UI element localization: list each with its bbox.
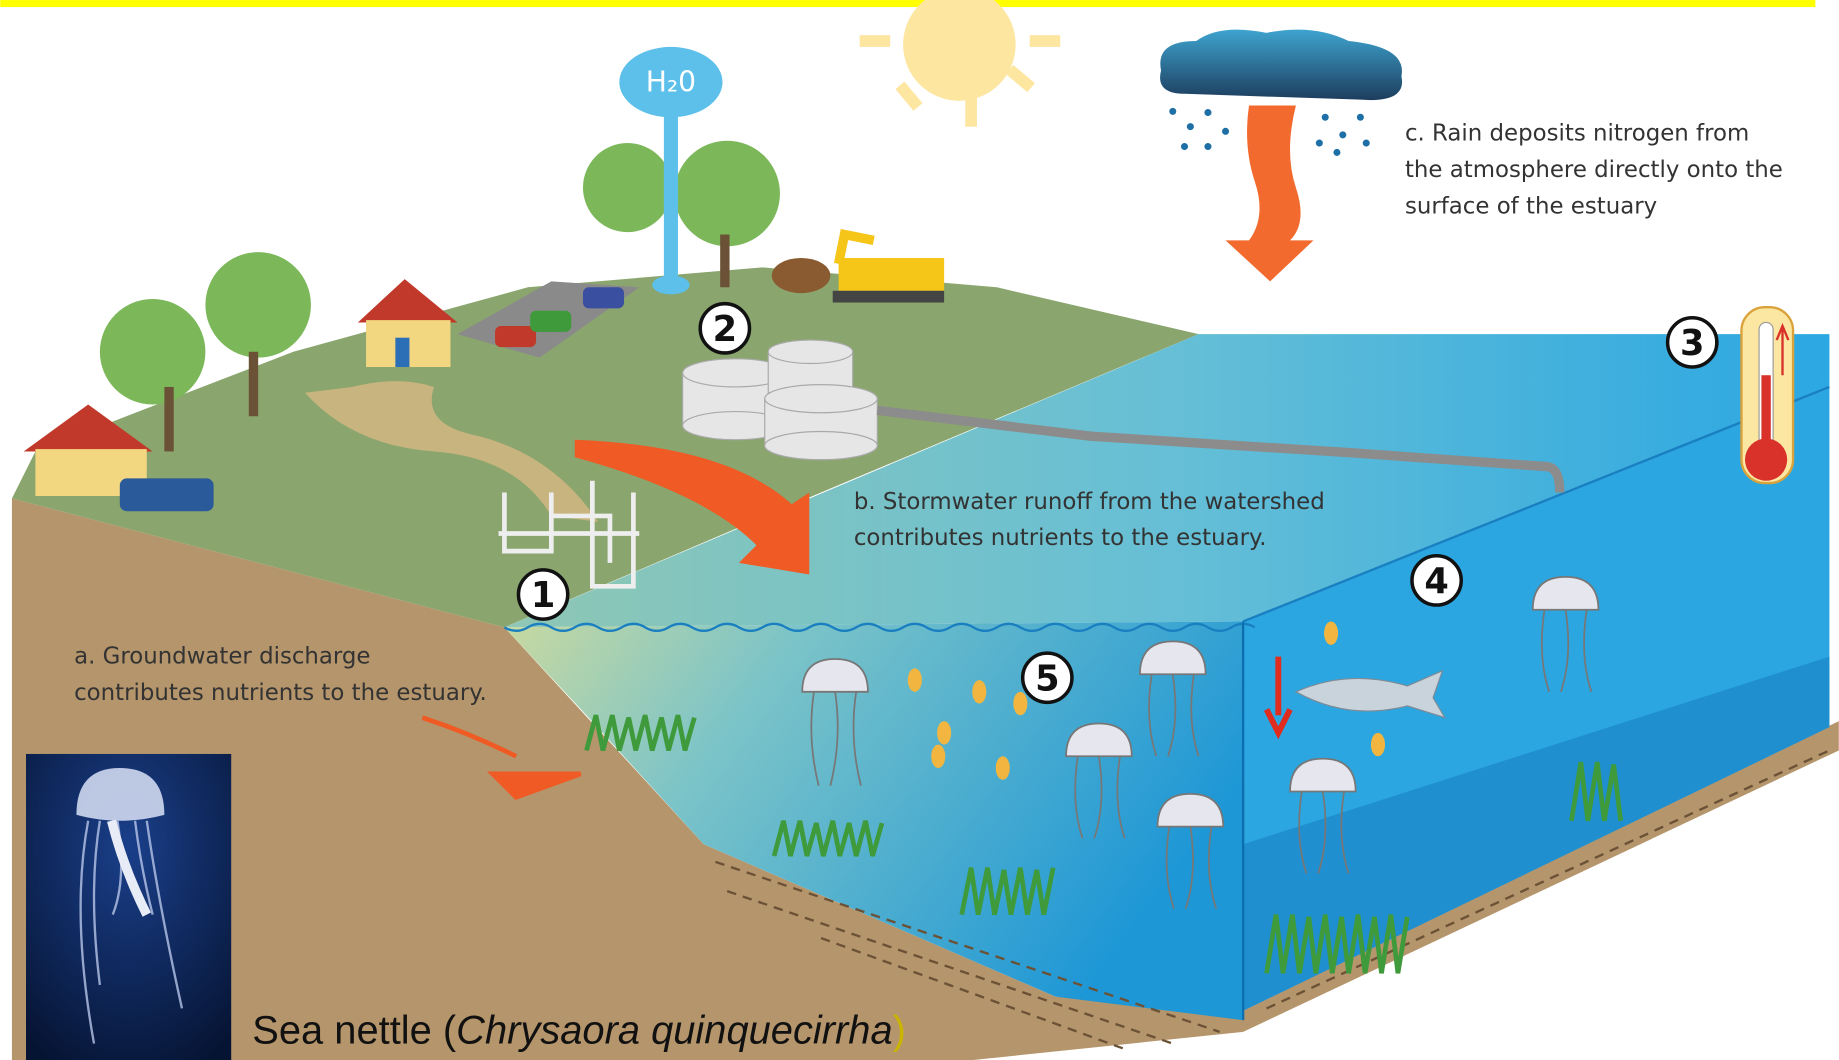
- marker: 5: [1023, 653, 1072, 702]
- marker-label: 4: [1424, 561, 1448, 602]
- marker: 3: [1668, 318, 1717, 367]
- marker: 4: [1412, 556, 1461, 605]
- sun: [860, 0, 1061, 127]
- caption-text: Sea nettle (: [252, 1009, 457, 1053]
- rain-cloud: [1160, 30, 1402, 282]
- annotation-line: contributes nutrients to the estuary.: [854, 525, 1267, 551]
- estuary-diagram: H₂0 a. Groundwater discharge contributes…: [0, 0, 1839, 1060]
- marker-label: 2: [713, 309, 737, 350]
- annotation-line: c. Rain deposits nitrogen from: [1405, 121, 1749, 147]
- marker: 2: [700, 304, 749, 353]
- annotation-line: surface of the estuary: [1405, 193, 1657, 219]
- thermometer: [1741, 307, 1793, 483]
- excavator: [772, 235, 944, 303]
- annotation-line: contributes nutrients to the estuary.: [74, 680, 487, 706]
- top-bar: [0, 0, 1815, 7]
- caption-species: Chrysaora quinquecirrha: [456, 1009, 892, 1053]
- annotation-line: b. Stormwater runoff from the watershed: [854, 489, 1325, 515]
- water-tower-label: H₂0: [646, 65, 696, 98]
- annotation-line: a. Groundwater discharge: [74, 644, 370, 670]
- caption-text: ): [893, 1009, 906, 1053]
- page: {"water_tower": "H₂0", "annotations": [ …: [0, 0, 1839, 1060]
- marker-label: 5: [1035, 658, 1059, 699]
- marker-label: 1: [531, 575, 555, 616]
- sea-nettle-photo: [26, 754, 231, 1060]
- caption: Sea nettle (Chrysaora quinquecirrha): [252, 1009, 906, 1053]
- marker: 1: [518, 570, 567, 619]
- marker-label: 3: [1680, 323, 1704, 364]
- annotation-line: the atmosphere directly onto the: [1405, 157, 1783, 183]
